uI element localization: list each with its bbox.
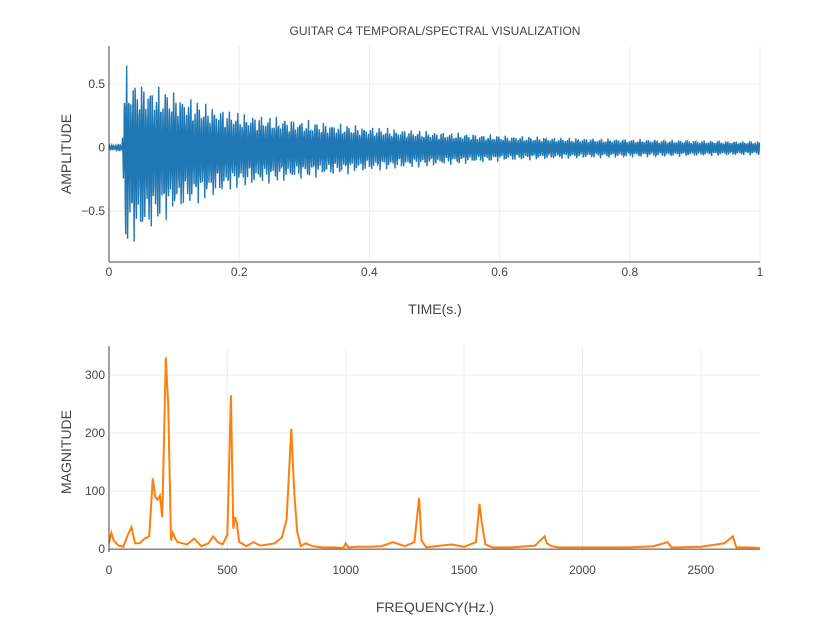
freq-x-tick-label: 0 xyxy=(106,563,113,577)
amplitude-series-line xyxy=(108,65,761,242)
freq-x-tick-label: 1500 xyxy=(451,563,478,577)
frequency-plot: 0 500 1000 1500 2000 2500 0 100 200 300 FREQUENC… xyxy=(58,346,761,615)
freq-y-tick-label: 0 xyxy=(98,542,105,556)
time-plot-x-axis-label: TIME(s.) xyxy=(408,301,462,317)
freq-x-tick-label: 2000 xyxy=(569,563,596,577)
chart-title: GUITAR C4 TEMPORAL/SPECTRAL VISUALIZATIO… xyxy=(290,24,581,38)
freq-x-tick-label: 2500 xyxy=(687,563,714,577)
time-y-tick-label: 0.5 xyxy=(88,77,105,91)
time-x-tick-label: 1 xyxy=(757,265,764,279)
magnitude-series-line xyxy=(108,357,761,549)
time-plot-y-ticks: 0.5 0 −0.5 xyxy=(81,77,105,218)
time-x-tick-label: 0.6 xyxy=(491,265,508,279)
frequency-plot-x-ticks: 0 500 1000 1500 2000 2500 xyxy=(106,563,715,577)
time-y-tick-label: 0 xyxy=(98,141,105,155)
time-x-tick-label: 0.2 xyxy=(231,265,248,279)
time-plot-y-axis-label: AMPLITUDE xyxy=(58,114,74,194)
frequency-plot-y-axis-label: MAGNITUDE xyxy=(58,410,74,494)
freq-y-tick-label: 300 xyxy=(85,368,105,382)
time-y-tick-label: −0.5 xyxy=(81,204,105,218)
time-x-tick-label: 0 xyxy=(106,265,113,279)
time-x-tick-label: 0.8 xyxy=(621,265,638,279)
freq-y-tick-label: 100 xyxy=(85,484,105,498)
time-plot: 0 0.2 0.4 0.6 0.8 1 0.5 0 −0.5 TIME(s.) AMPLITU… xyxy=(58,46,764,317)
frequency-plot-y-ticks: 0 100 200 300 xyxy=(85,368,105,556)
freq-x-tick-label: 500 xyxy=(217,563,237,577)
frequency-plot-x-axis-label: FREQUENCY(Hz.) xyxy=(376,599,494,615)
freq-x-tick-label: 1000 xyxy=(332,563,359,577)
time-x-tick-label: 0.4 xyxy=(361,265,378,279)
freq-y-tick-label: 200 xyxy=(85,426,105,440)
time-plot-x-ticks: 0 0.2 0.4 0.6 0.8 1 xyxy=(106,265,764,279)
frequency-plot-grid xyxy=(109,346,760,552)
